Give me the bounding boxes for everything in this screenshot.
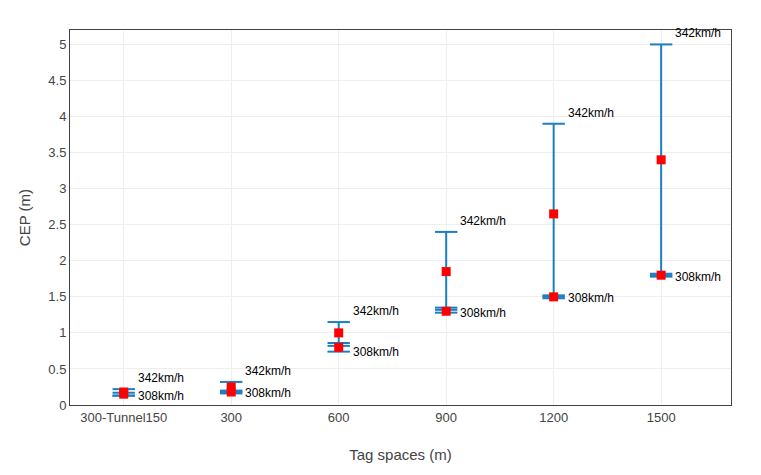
- svg-text:2.5: 2.5: [48, 217, 66, 232]
- svg-text:300: 300: [220, 410, 242, 425]
- svg-text:342km/h: 342km/h: [138, 371, 184, 385]
- svg-text:3.5: 3.5: [48, 145, 66, 160]
- svg-text:0.5: 0.5: [48, 361, 66, 376]
- svg-text:CEP (m): CEP (m): [16, 189, 33, 246]
- svg-text:1200: 1200: [539, 410, 568, 425]
- svg-text:308km/h: 308km/h: [675, 270, 721, 284]
- svg-text:308km/h: 308km/h: [568, 291, 614, 305]
- svg-text:308km/h: 308km/h: [460, 306, 506, 320]
- svg-text:600: 600: [328, 410, 350, 425]
- svg-text:1.5: 1.5: [48, 289, 66, 304]
- svg-text:2: 2: [59, 253, 66, 268]
- svg-text:342km/h: 342km/h: [245, 364, 291, 378]
- svg-text:Tag spaces (m): Tag spaces (m): [349, 446, 452, 463]
- svg-text:342km/h: 342km/h: [675, 26, 721, 40]
- svg-text:900: 900: [435, 410, 457, 425]
- svg-text:342km/h: 342km/h: [568, 106, 614, 120]
- svg-text:3: 3: [59, 181, 66, 196]
- svg-text:1500: 1500: [647, 410, 676, 425]
- svg-text:1: 1: [59, 325, 66, 340]
- svg-text:300-Tunnel150: 300-Tunnel150: [80, 410, 167, 425]
- svg-text:308km/h: 308km/h: [353, 345, 399, 359]
- svg-text:342km/h: 342km/h: [353, 304, 399, 318]
- svg-text:308km/h: 308km/h: [245, 386, 291, 400]
- svg-text:0: 0: [59, 398, 66, 413]
- svg-text:5: 5: [59, 37, 66, 52]
- svg-text:4: 4: [59, 109, 66, 124]
- svg-text:4.5: 4.5: [48, 73, 66, 88]
- svg-text:308km/h: 308km/h: [138, 389, 184, 403]
- svg-text:342km/h: 342km/h: [460, 214, 506, 228]
